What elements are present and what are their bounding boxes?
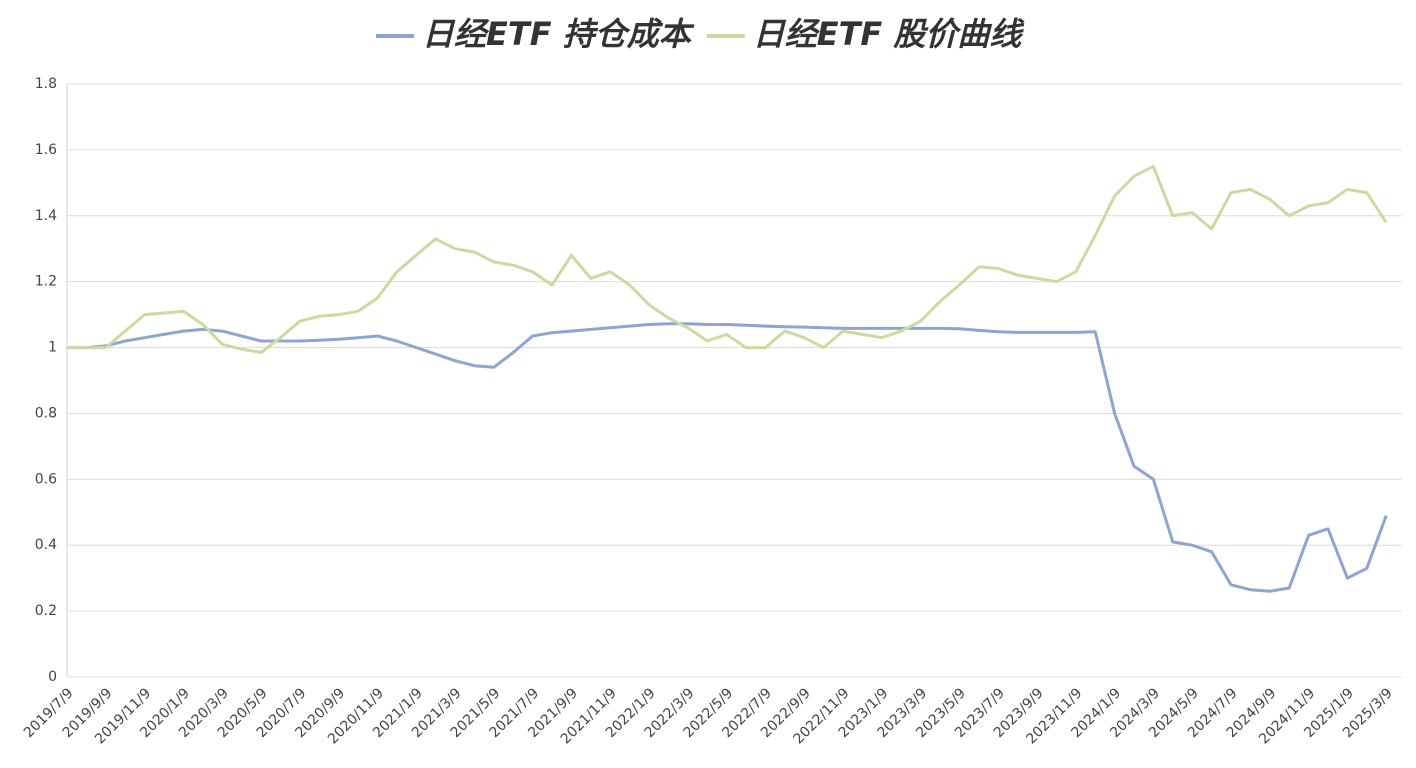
y-tick-label: 1 (48, 340, 57, 356)
series-line (67, 322, 1388, 593)
y-tick-label: 1.6 (35, 142, 57, 158)
y-tick-label: 1.4 (35, 208, 57, 224)
legend-label: 日经ETF 股价曲线 (753, 15, 1026, 53)
y-tick-label: 1.2 (35, 274, 57, 290)
legend-label: 日经ETF 持仓成本 (422, 15, 695, 53)
y-tick-label: 1.8 (35, 76, 57, 92)
y-tick-label: 0.8 (35, 405, 57, 421)
y-tick-label: 0 (48, 669, 57, 685)
y-tick-label: 0.6 (35, 471, 57, 487)
y-tick-label: 0.4 (35, 537, 57, 553)
y-tick-label: 0.2 (35, 603, 57, 619)
series-line (67, 164, 1388, 354)
